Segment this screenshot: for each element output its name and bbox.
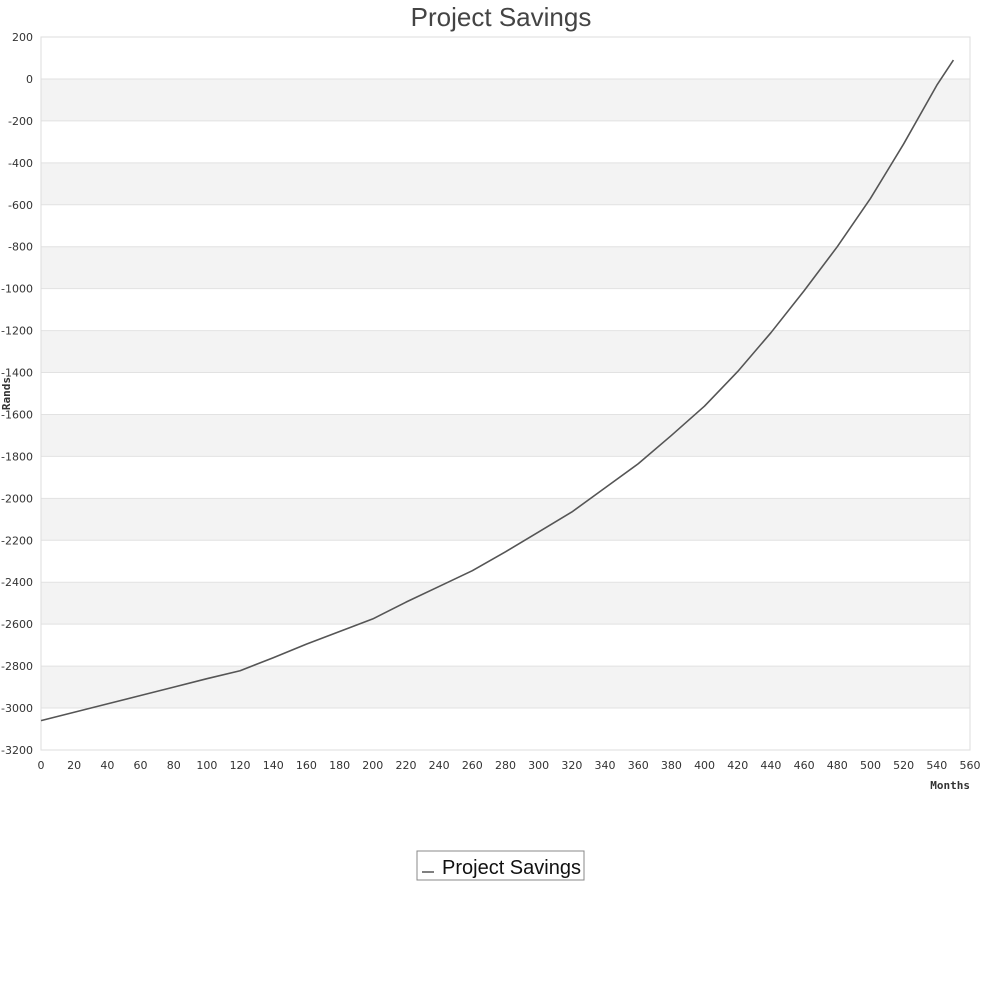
x-tick-label: 0 [38,759,45,772]
x-tick-label: 160 [296,759,317,772]
y-tick-label: -3000 [1,702,33,715]
plot-band [41,246,970,289]
y-tick-label: -1600 [1,408,33,421]
plot-band [41,372,970,415]
plot-band [41,498,970,541]
y-axis: 200 0 -200 -400 -600 -800 -1000 -1200 -1400 -1600… [1,31,33,757]
x-tick-label: 60 [134,759,148,772]
x-tick-label: 440 [760,759,781,772]
y-tick-label: -2400 [1,576,33,589]
x-tick-label: 120 [230,759,251,772]
y-tick-label: -3200 [1,744,33,757]
x-tick-label: 460 [794,759,815,772]
x-tick-label: 300 [528,759,549,772]
y-tick-label: -800 [8,241,33,254]
plot-band [41,162,970,205]
y-tick-label: -2800 [1,660,33,673]
plot-band [41,288,970,331]
y-tick-label: -600 [8,199,33,212]
plot-band [41,204,970,247]
y-tick-label: -1800 [1,450,33,463]
plot-band [41,708,970,750]
plot-band [41,666,970,709]
x-tick-label: 100 [196,759,217,772]
x-tick-label: 420 [727,759,748,772]
x-tick-label: 140 [263,759,284,772]
x-tick-label: 180 [329,759,350,772]
x-axis-label: Months [930,779,970,792]
x-tick-label: 240 [429,759,450,772]
x-axis: 0 20 40 60 80 100 120 140 160 180 200 220 240 260 280 3… [38,759,981,772]
plot-band [41,37,970,79]
plot-band [41,330,970,373]
x-tick-label: 480 [827,759,848,772]
chart-title: Project Savings [411,2,592,32]
x-tick-label: 260 [462,759,483,772]
y-tick-label: -2000 [1,492,33,505]
y-tick-label: -1400 [1,367,33,380]
x-tick-label: 540 [926,759,947,772]
plot-band [41,624,970,667]
y-tick-label: 200 [12,31,33,44]
plot-band [41,78,970,121]
plot-band [41,582,970,625]
x-tick-label: 400 [694,759,715,772]
y-axis-label: Rands [0,377,13,410]
plot-band [41,120,970,163]
x-tick-label: 80 [167,759,181,772]
y-tick-label: -1200 [1,325,33,338]
y-tick-label: -2600 [1,618,33,631]
y-tick-label: -200 [8,115,33,128]
x-tick-label: 280 [495,759,516,772]
series-line [40,59,955,722]
plot-band [41,540,970,583]
x-tick-label: 520 [893,759,914,772]
x-tick-label: 40 [100,759,114,772]
x-tick-label: 360 [628,759,649,772]
plot-background [41,37,970,750]
x-tick-label: 560 [960,759,981,772]
y-tick-label: -1000 [1,283,33,296]
plot-band [41,414,970,457]
x-tick-label: 220 [395,759,416,772]
plot-border [40,36,971,751]
x-tick-label: 380 [661,759,682,772]
x-tick-label: 20 [67,759,81,772]
y-tick-label: -400 [8,157,33,170]
series-layer [40,59,955,722]
x-tick-label: 200 [362,759,383,772]
legend-box [416,850,585,881]
legend-label: Project Savings [442,857,581,879]
plot-band [41,456,970,499]
legend: Project Savings [416,850,585,881]
x-tick-label: 500 [860,759,881,772]
y-tick-label: 0 [26,73,33,86]
x-tick-label: 340 [595,759,616,772]
y-tick-label: -2200 [1,534,33,547]
x-tick-label: 320 [561,759,582,772]
